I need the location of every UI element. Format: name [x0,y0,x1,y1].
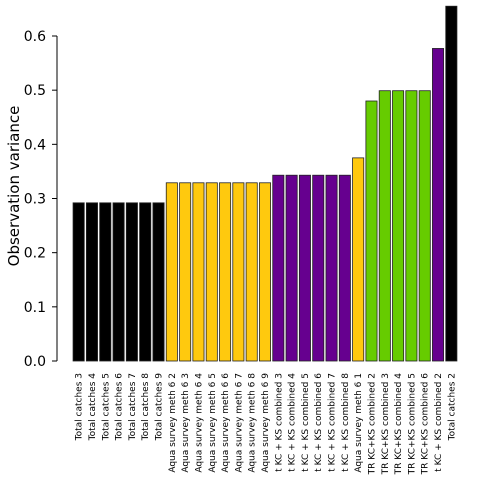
bars [72,5,458,362]
bar [405,90,418,362]
x-tick-label: t KC + KS combined 2 [434,373,444,472]
x-tick-label: Aqua survey meth 6 6 [221,373,231,473]
y-tick-label: 0.0 [24,354,46,370]
x-tick-label: Total catches 8 [141,373,151,442]
bar [352,157,365,362]
bar [165,182,178,362]
y-tick-label: 0.5 [24,83,46,99]
bar [432,48,445,362]
bar [205,182,218,362]
y-tick-label: 0.6 [24,29,46,45]
x-tick-label: TR KC+KS combined 6 [421,373,431,476]
x-tick-label: t KC + KS combined 5 [301,373,311,472]
x-tick-label: TR KC+KS combined 4 [394,373,404,476]
bar [338,174,351,362]
x-tick-label: Aqua survey meth 6 5 [208,373,218,473]
bar [418,90,431,362]
x-tick-label: Aqua survey meth 6 9 [261,373,271,473]
x-tick-label: Aqua survey meth 6 2 [168,373,178,473]
x-tick-label: Aqua survey meth 6 3 [181,373,191,473]
x-axis-labels: Total catches 3 Total catches 4 Total catc… [75,373,458,476]
x-tick-label: Aqua survey meth 6 8 [248,373,258,473]
x-tick-label: TR KC+KS combined 3 [381,373,391,475]
x-tick-label: Aqua survey meth 6 4 [194,373,204,473]
x-tick-label: Total catches 7 [128,373,138,441]
bar [325,174,338,362]
x-tick-label: Total catches 3 [75,373,85,441]
x-tick-label: t KC + KS combined 6 [314,373,324,472]
x-tick-label: t KC + KS combined 7 [328,373,338,472]
bar [192,182,205,362]
bar [378,90,391,362]
bar [112,202,125,362]
bar [179,182,192,362]
bar [245,182,258,362]
bar [312,174,325,362]
bar [298,174,311,362]
bar [152,202,165,362]
x-tick-label: Total catches 9 [155,373,165,442]
x-tick-label: Total catches 4 [88,373,98,442]
y-axis: 0.0 0.1 0.2 0.3 0.4 0.5 0.6 [24,29,58,370]
x-tick-label: t KC + KS combined 8 [341,373,351,472]
bar [219,182,232,362]
y-tick-label: 0.1 [24,300,46,316]
bar [125,202,138,362]
y-tick-label: 0.2 [24,246,46,262]
bar [85,202,98,362]
bar [272,174,285,362]
x-tick-label: t KC + KS combined 3 [274,373,284,472]
bar [259,182,271,362]
bar [285,174,298,362]
x-tick-label: Aqua survey meth 6 1 [354,373,364,473]
x-tick-label: TR KC+KS combined 5 [407,373,417,475]
bar [72,202,85,362]
x-tick-label: t KC + KS combined 4 [288,373,298,472]
bar [365,100,378,362]
x-tick-label: Total catches 6 [115,373,125,442]
bar [139,202,152,362]
x-tick-label: Total catches 5 [101,373,111,441]
y-axis-title: Observation variance [5,106,23,267]
bar [392,90,405,362]
x-tick-label: TR KC+KS combined 2 [367,373,377,475]
y-tick-label: 0.3 [24,192,46,208]
x-tick-label: Aqua survey meth 6 7 [234,373,244,473]
bar [445,5,458,362]
bar [99,202,112,362]
x-tick-label: Total catches 2 [447,373,457,441]
y-tick-label: 0.4 [24,137,46,153]
bar [232,182,245,362]
